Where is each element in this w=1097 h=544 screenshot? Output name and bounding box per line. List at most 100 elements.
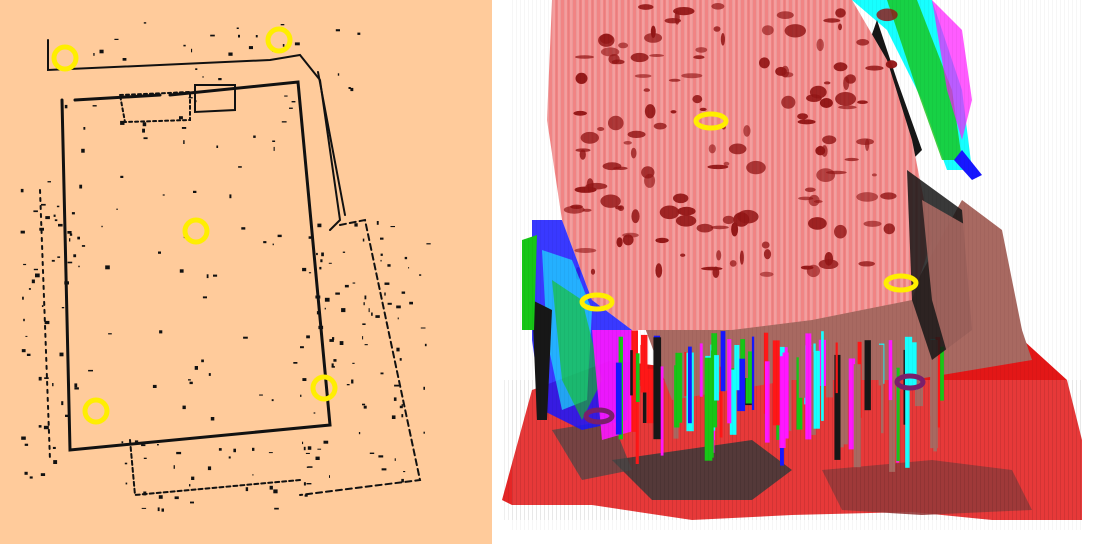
scan-point — [142, 128, 145, 133]
scan-point — [81, 245, 86, 247]
scan-point — [134, 440, 139, 444]
scan-point — [65, 414, 68, 417]
scan-point — [24, 443, 29, 446]
scan-point — [44, 320, 50, 325]
scan-point — [272, 140, 276, 142]
scan-point — [31, 279, 35, 284]
scan-point — [24, 471, 28, 475]
scan-point — [124, 462, 128, 465]
scan-point — [409, 301, 413, 305]
marker-ellipse[interactable] — [579, 292, 615, 312]
scan-point — [161, 508, 164, 512]
scan-point — [189, 484, 191, 487]
scan-point — [210, 417, 215, 421]
scan-point — [269, 485, 273, 490]
scan-point — [391, 415, 396, 419]
scan-point — [29, 476, 33, 479]
scan-point — [362, 403, 366, 406]
scan-point — [188, 97, 193, 99]
scan-point — [179, 116, 183, 120]
scan-point — [143, 22, 147, 24]
scan-point — [393, 397, 397, 401]
scan-point — [420, 327, 426, 329]
scan-point — [23, 318, 25, 322]
scan-point — [302, 441, 304, 445]
scan-point — [44, 377, 49, 379]
scan-point — [394, 458, 396, 461]
scan-point — [64, 281, 69, 285]
marker-circle[interactable] — [310, 374, 338, 402]
scan-point — [39, 227, 44, 231]
scan-point — [162, 194, 165, 196]
scan-point — [74, 383, 78, 388]
scan-point — [41, 203, 46, 206]
scan-point — [202, 296, 207, 299]
scan-point — [316, 311, 320, 315]
secondary-marker[interactable] — [894, 373, 926, 391]
scan-point — [236, 27, 239, 29]
scan-point — [315, 456, 320, 460]
scan-point — [384, 282, 390, 285]
marker-set-right — [579, 111, 919, 312]
scan-point — [364, 344, 368, 346]
scan-point — [157, 444, 159, 446]
scan-point — [320, 259, 323, 263]
scan-point — [277, 234, 282, 238]
scan-point — [357, 32, 361, 35]
scan-point — [116, 208, 118, 210]
marker-ellipse[interactable] — [883, 273, 919, 293]
scan-point — [183, 140, 185, 144]
scan-point — [306, 335, 310, 339]
marker-ellipse[interactable] — [693, 111, 729, 131]
marker-circle[interactable] — [82, 397, 110, 425]
scan-point — [253, 135, 256, 138]
scan-point — [142, 122, 147, 127]
scan-point — [38, 425, 42, 428]
scan-point — [329, 339, 334, 342]
scan-point — [58, 223, 63, 227]
scan-point — [181, 127, 187, 129]
scan-point — [315, 295, 321, 299]
marker-set-secondary — [583, 373, 926, 425]
scan-point — [81, 148, 85, 153]
scan-point — [324, 307, 326, 310]
scan-point — [304, 494, 308, 497]
building-annex — [194, 84, 236, 114]
scan-point — [328, 262, 332, 264]
scan-point — [143, 457, 147, 459]
scan-point — [183, 44, 186, 47]
scan-point — [317, 448, 322, 450]
scan-point — [401, 478, 404, 483]
scan-point — [213, 274, 218, 277]
scan-point — [173, 465, 175, 469]
scan-point — [300, 394, 302, 397]
scan-point — [381, 468, 387, 471]
marker-circle[interactable] — [182, 217, 210, 245]
scan-point — [364, 295, 367, 300]
scan-point — [302, 378, 307, 381]
scan-point — [79, 184, 83, 189]
secondary-marker[interactable] — [583, 407, 615, 425]
scan-point — [245, 487, 249, 492]
scan-point — [404, 256, 408, 260]
scan-point — [57, 256, 61, 258]
scan-point — [337, 73, 340, 76]
scan-point — [35, 273, 40, 278]
scan-point — [423, 431, 425, 434]
wall-top — [73, 93, 162, 102]
scan-point — [43, 425, 49, 430]
scan-point — [362, 336, 364, 340]
scan-point — [243, 336, 248, 339]
scan-point — [323, 440, 329, 444]
scan-point — [399, 358, 402, 361]
marker-circle[interactable] — [51, 44, 79, 72]
scan-point — [339, 341, 344, 345]
scan-point — [396, 305, 401, 309]
scan-point — [352, 282, 356, 284]
scan-point — [120, 120, 125, 125]
scan-point — [348, 87, 351, 89]
marker-circle[interactable] — [265, 26, 293, 54]
scan-point — [401, 414, 404, 418]
scan-point — [408, 267, 410, 269]
scan-point — [350, 87, 354, 92]
